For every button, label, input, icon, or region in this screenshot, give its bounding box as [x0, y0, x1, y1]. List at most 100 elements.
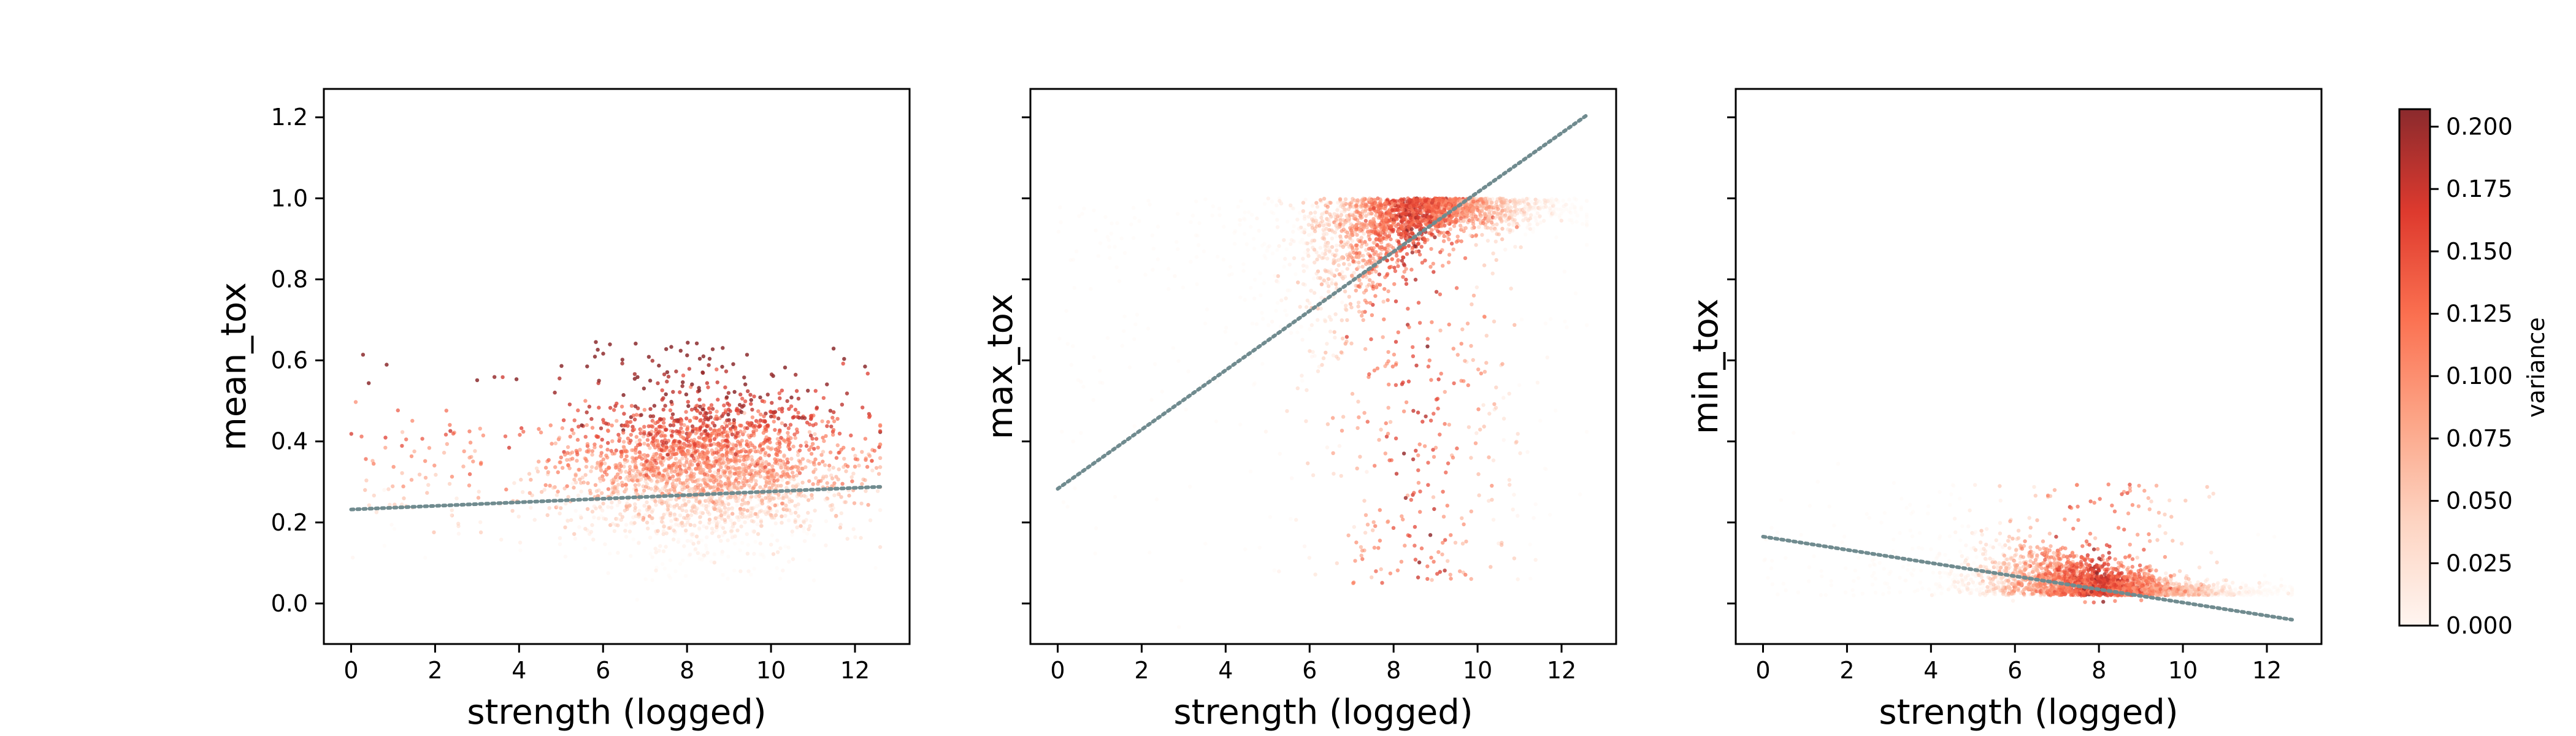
scatter-point	[1459, 239, 1463, 243]
scatter-point	[400, 471, 404, 475]
scatter-point	[1574, 220, 1579, 224]
scatter-point	[802, 539, 807, 543]
scatter-point	[1514, 225, 1519, 229]
scatter-point	[654, 550, 658, 554]
scatter-point	[1338, 234, 1343, 239]
scatter-point	[1368, 207, 1372, 212]
scatter-point	[1477, 225, 1481, 229]
scatter-point	[782, 439, 786, 443]
scatter-point	[1266, 323, 1271, 328]
scatter-point	[733, 534, 737, 539]
scatter-point	[1510, 213, 1515, 217]
scatter-point	[400, 430, 405, 434]
scatter-point	[853, 453, 857, 458]
scatter-point	[400, 502, 404, 507]
scatter-point	[775, 566, 780, 570]
scatter-point	[1548, 209, 1553, 213]
scatter-point	[791, 557, 795, 561]
scatter-point	[1466, 383, 1470, 388]
scatter-point	[715, 442, 719, 447]
scatter-point	[598, 479, 603, 483]
scatter-point	[1558, 207, 1563, 212]
scatter-point	[1554, 212, 1558, 217]
scatter-point	[1438, 328, 1443, 332]
scatter-point	[1533, 197, 1538, 202]
scatter-point	[797, 492, 801, 496]
scatter-point	[634, 413, 639, 417]
scatter-point	[686, 400, 691, 404]
scatter-point	[781, 496, 786, 500]
scatter-point	[622, 464, 626, 469]
scatter-point	[1352, 525, 1356, 529]
scatter-point	[1405, 252, 1409, 256]
scatter-point	[1098, 241, 1103, 245]
scatter-point	[1506, 207, 1511, 212]
scatter-point	[752, 551, 756, 556]
scatter-point	[1308, 349, 1312, 353]
scatter-point	[1188, 485, 1192, 489]
scatter-point	[821, 396, 826, 401]
scatter-point	[665, 478, 669, 482]
scatter-point	[1289, 238, 1294, 242]
scatter-point	[692, 523, 697, 527]
scatter-point	[621, 440, 626, 444]
scatter-point	[791, 470, 795, 475]
scatter-point	[714, 519, 719, 523]
scatter-point	[1132, 236, 1136, 240]
scatter-point	[768, 478, 772, 482]
scatter-point	[716, 521, 720, 526]
scatter-point	[1360, 310, 1365, 315]
scatter-point	[633, 505, 638, 510]
scatter-point	[1522, 212, 1527, 217]
scatter-point	[1282, 264, 1286, 269]
scatter-point	[1447, 237, 1451, 242]
scatter-point	[543, 483, 548, 488]
scatter-point	[1356, 301, 1361, 305]
scatter-point	[1360, 557, 1365, 561]
scatter-point	[696, 540, 701, 545]
scatter-point	[750, 513, 754, 518]
scatter-point	[764, 479, 769, 484]
scatter-point	[765, 393, 770, 397]
scatter-point	[1328, 318, 1333, 322]
scatter-point	[698, 404, 702, 409]
scatter-point	[1416, 301, 1421, 305]
scatter-point	[1362, 198, 1367, 202]
scatter-point	[1378, 283, 1382, 287]
scatter-point	[664, 489, 669, 493]
scatter-point	[1528, 227, 1533, 231]
scatter-point	[759, 524, 764, 528]
scatter-point	[811, 578, 816, 583]
scatter-point	[675, 429, 679, 434]
scatter-point	[614, 523, 618, 527]
scatter-point	[1506, 227, 1510, 232]
scatter-point	[741, 481, 745, 485]
scatter-point	[708, 438, 713, 442]
scatter-point	[1335, 227, 1339, 231]
scatter-point	[1490, 483, 1494, 488]
scatter-point	[780, 409, 784, 414]
scatter-point	[657, 472, 661, 476]
scatter-point	[1581, 221, 1585, 226]
scatter-point	[1331, 353, 1336, 358]
scatter-point	[1252, 246, 1257, 251]
scatter-point	[1132, 337, 1137, 342]
scatter-point	[645, 453, 650, 458]
scatter-point	[1348, 302, 1353, 306]
scatter-point	[1327, 228, 1332, 232]
scatter-point	[735, 431, 740, 435]
scatter-point	[634, 448, 638, 452]
scatter-point	[830, 476, 835, 481]
scatter-point	[663, 448, 667, 453]
scatter-point	[669, 524, 674, 529]
scatter-point	[721, 434, 726, 439]
scatter-point	[683, 531, 688, 535]
scatter-point	[726, 460, 730, 465]
scatter-point	[1306, 461, 1310, 466]
scatter-point	[757, 424, 761, 429]
scatter-point	[600, 508, 605, 513]
scatter-point	[783, 366, 788, 370]
scatter-point	[1301, 256, 1305, 261]
scatter-point	[671, 463, 675, 467]
scatter-point	[565, 451, 570, 455]
